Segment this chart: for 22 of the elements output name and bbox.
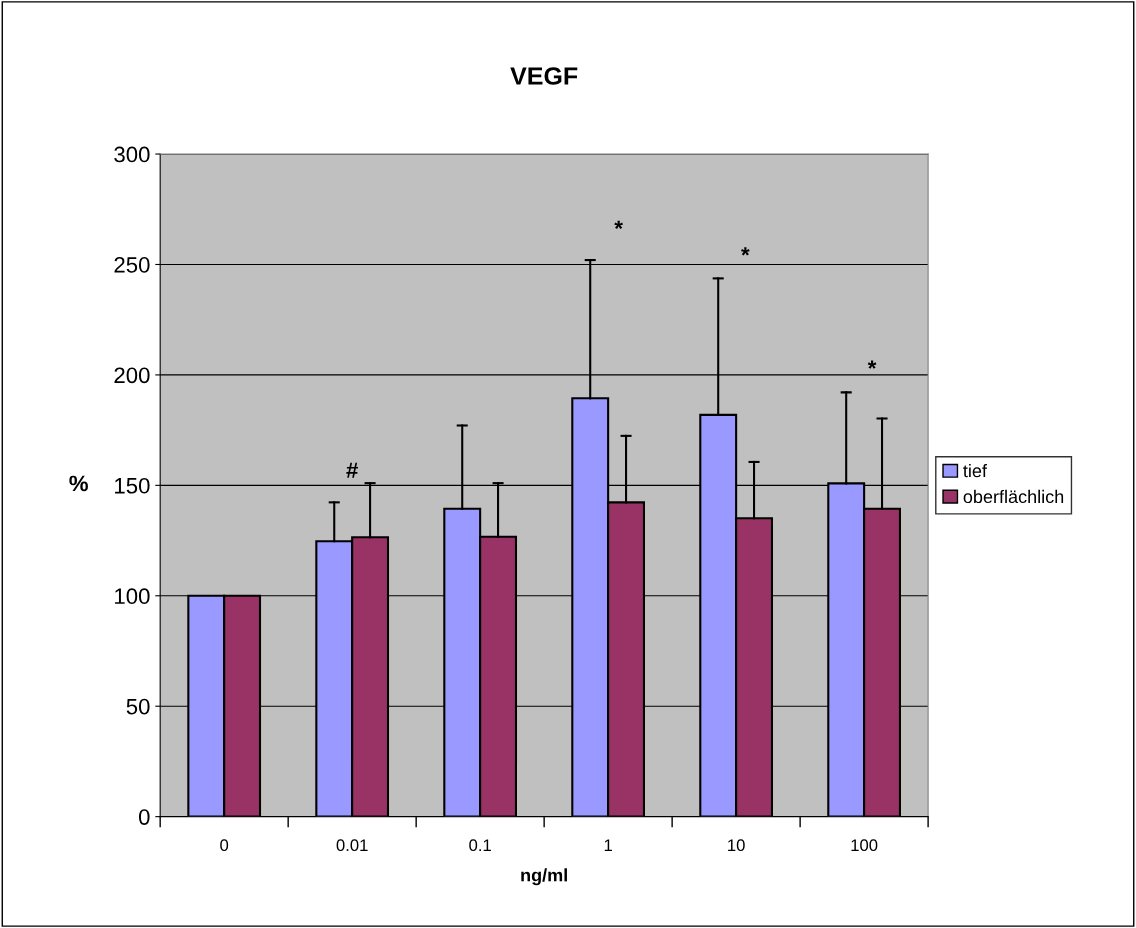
annotation: * [867,360,877,369]
x-tick-label: 10 [728,839,745,852]
x-tick-label: 0.1 [469,839,491,852]
legend-label: tief [963,464,987,478]
x-tick-label: 100 [851,839,878,852]
y-tick-label: 300 [114,146,150,163]
y-tick-label: 100 [115,588,150,605]
y-tick-label: 50 [126,698,150,715]
x-tick-label: 0.01 [336,839,368,852]
annotation: * [741,247,750,256]
x-tick-label: 0 [220,839,229,852]
y-tick-label: 200 [114,367,150,384]
annotation: * [614,220,623,229]
y-axis-title: % [69,475,88,492]
y-tick-label: 0 [138,809,150,825]
y-tick-label: 150 [115,477,150,494]
x-axis-title: ng/ml [521,868,567,886]
annotation: # [346,462,358,478]
y-tick-label: 250 [114,257,150,273]
chart-title: VEGF [510,67,578,85]
legend-label: oberflächlich [963,489,1064,504]
x-tick-label: 1 [604,839,612,851]
